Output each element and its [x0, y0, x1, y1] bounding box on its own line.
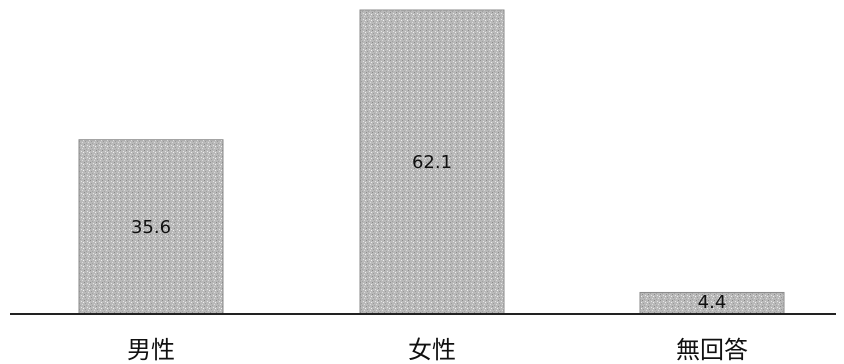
bar-1: [78, 139, 224, 315]
bars-layer: [78, 9, 785, 315]
bar-2: [359, 9, 505, 315]
data-label-2: 62.1: [412, 152, 452, 173]
category-label-1: 男性: [127, 336, 175, 364]
category-label-2: 女性: [408, 336, 456, 364]
data-label-1: 35.6: [131, 217, 171, 238]
data-label-3: 4.4: [698, 292, 727, 313]
labels-layer: 35.6 62.1 4.4: [131, 152, 726, 313]
category-label-3: 無回答: [676, 336, 748, 364]
category-labels: 男性 女性 無回答: [127, 336, 748, 364]
